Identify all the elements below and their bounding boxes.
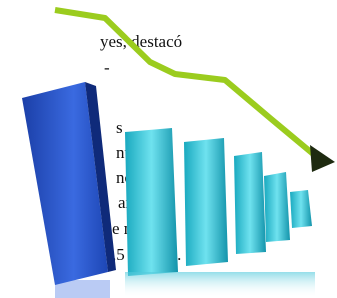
bar-shape [125, 128, 178, 276]
bar-shape [290, 190, 312, 228]
reflection [125, 272, 315, 298]
chart-illustration [0, 0, 337, 298]
page: yes, destacó - s nto no se aria y e mant… [0, 0, 337, 298]
bar-shape [264, 172, 290, 242]
bar-shape [184, 138, 228, 266]
reflection [55, 280, 110, 298]
arrow-head [310, 145, 335, 172]
bar-shape [234, 152, 266, 254]
